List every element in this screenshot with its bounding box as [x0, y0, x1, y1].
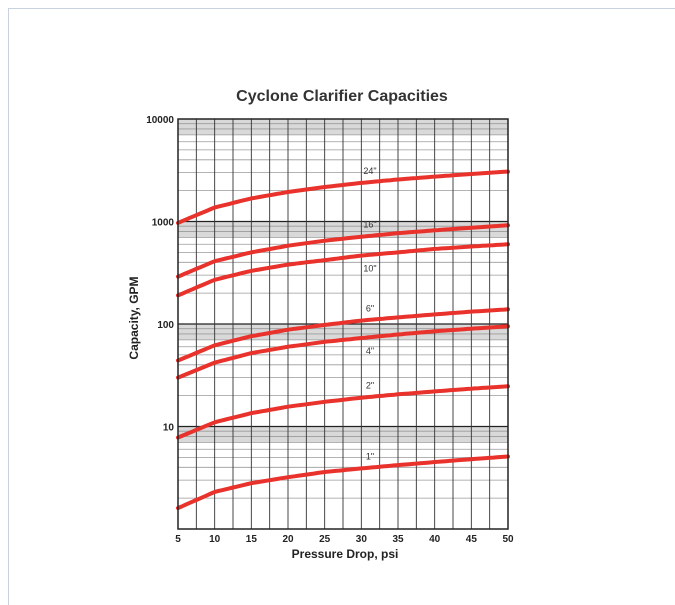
y-axis-label: Capacity, GPM — [127, 276, 141, 359]
y-tick-label: 10000 — [146, 115, 174, 126]
x-tick-label: 15 — [246, 534, 258, 545]
series-label: 1" — [366, 451, 374, 461]
y-axis-ticks: 10 100 1000 10000 — [146, 115, 174, 434]
series-line-3 — [176, 307, 510, 363]
y-tick-label: 1000 — [152, 218, 175, 229]
series-line-6 — [176, 454, 510, 511]
series-labels: 24" 16" 10" 6" 4" 2" 1" — [363, 166, 376, 462]
series-label: 16" — [363, 220, 376, 230]
series-line-5 — [176, 384, 510, 440]
series-label: 2" — [366, 381, 374, 391]
chart-series — [176, 169, 510, 511]
series-line-2 — [176, 242, 510, 298]
page-frame — [8, 8, 675, 605]
x-tick-label: 30 — [356, 534, 368, 545]
x-tick-label: 10 — [209, 534, 221, 545]
x-tick-label: 5 — [175, 534, 181, 545]
series-line-1 — [176, 223, 510, 279]
chart-title: Cyclone Clarifier Capacities — [236, 88, 448, 105]
y-tick-label: 10 — [163, 423, 175, 434]
series-label: 6" — [366, 304, 374, 314]
series-line-0 — [176, 169, 510, 225]
x-tick-label: 45 — [466, 534, 478, 545]
x-axis-label: Pressure Drop, psi — [292, 547, 399, 561]
x-tick-label: 50 — [502, 534, 514, 545]
y-tick-label: 100 — [157, 320, 174, 331]
plot-area-border — [177, 118, 509, 530]
x-tick-label: 25 — [319, 534, 331, 545]
series-label: 10" — [363, 264, 376, 274]
x-tick-label: 40 — [429, 534, 441, 545]
series-line-4 — [176, 324, 510, 380]
series-label: 24" — [363, 166, 376, 176]
x-axis-ticks: 5 10 15 20 25 30 35 40 45 50 — [175, 534, 514, 545]
x-tick-label: 20 — [282, 534, 294, 545]
x-tick-label: 35 — [392, 534, 404, 545]
series-label: 4" — [366, 346, 374, 356]
